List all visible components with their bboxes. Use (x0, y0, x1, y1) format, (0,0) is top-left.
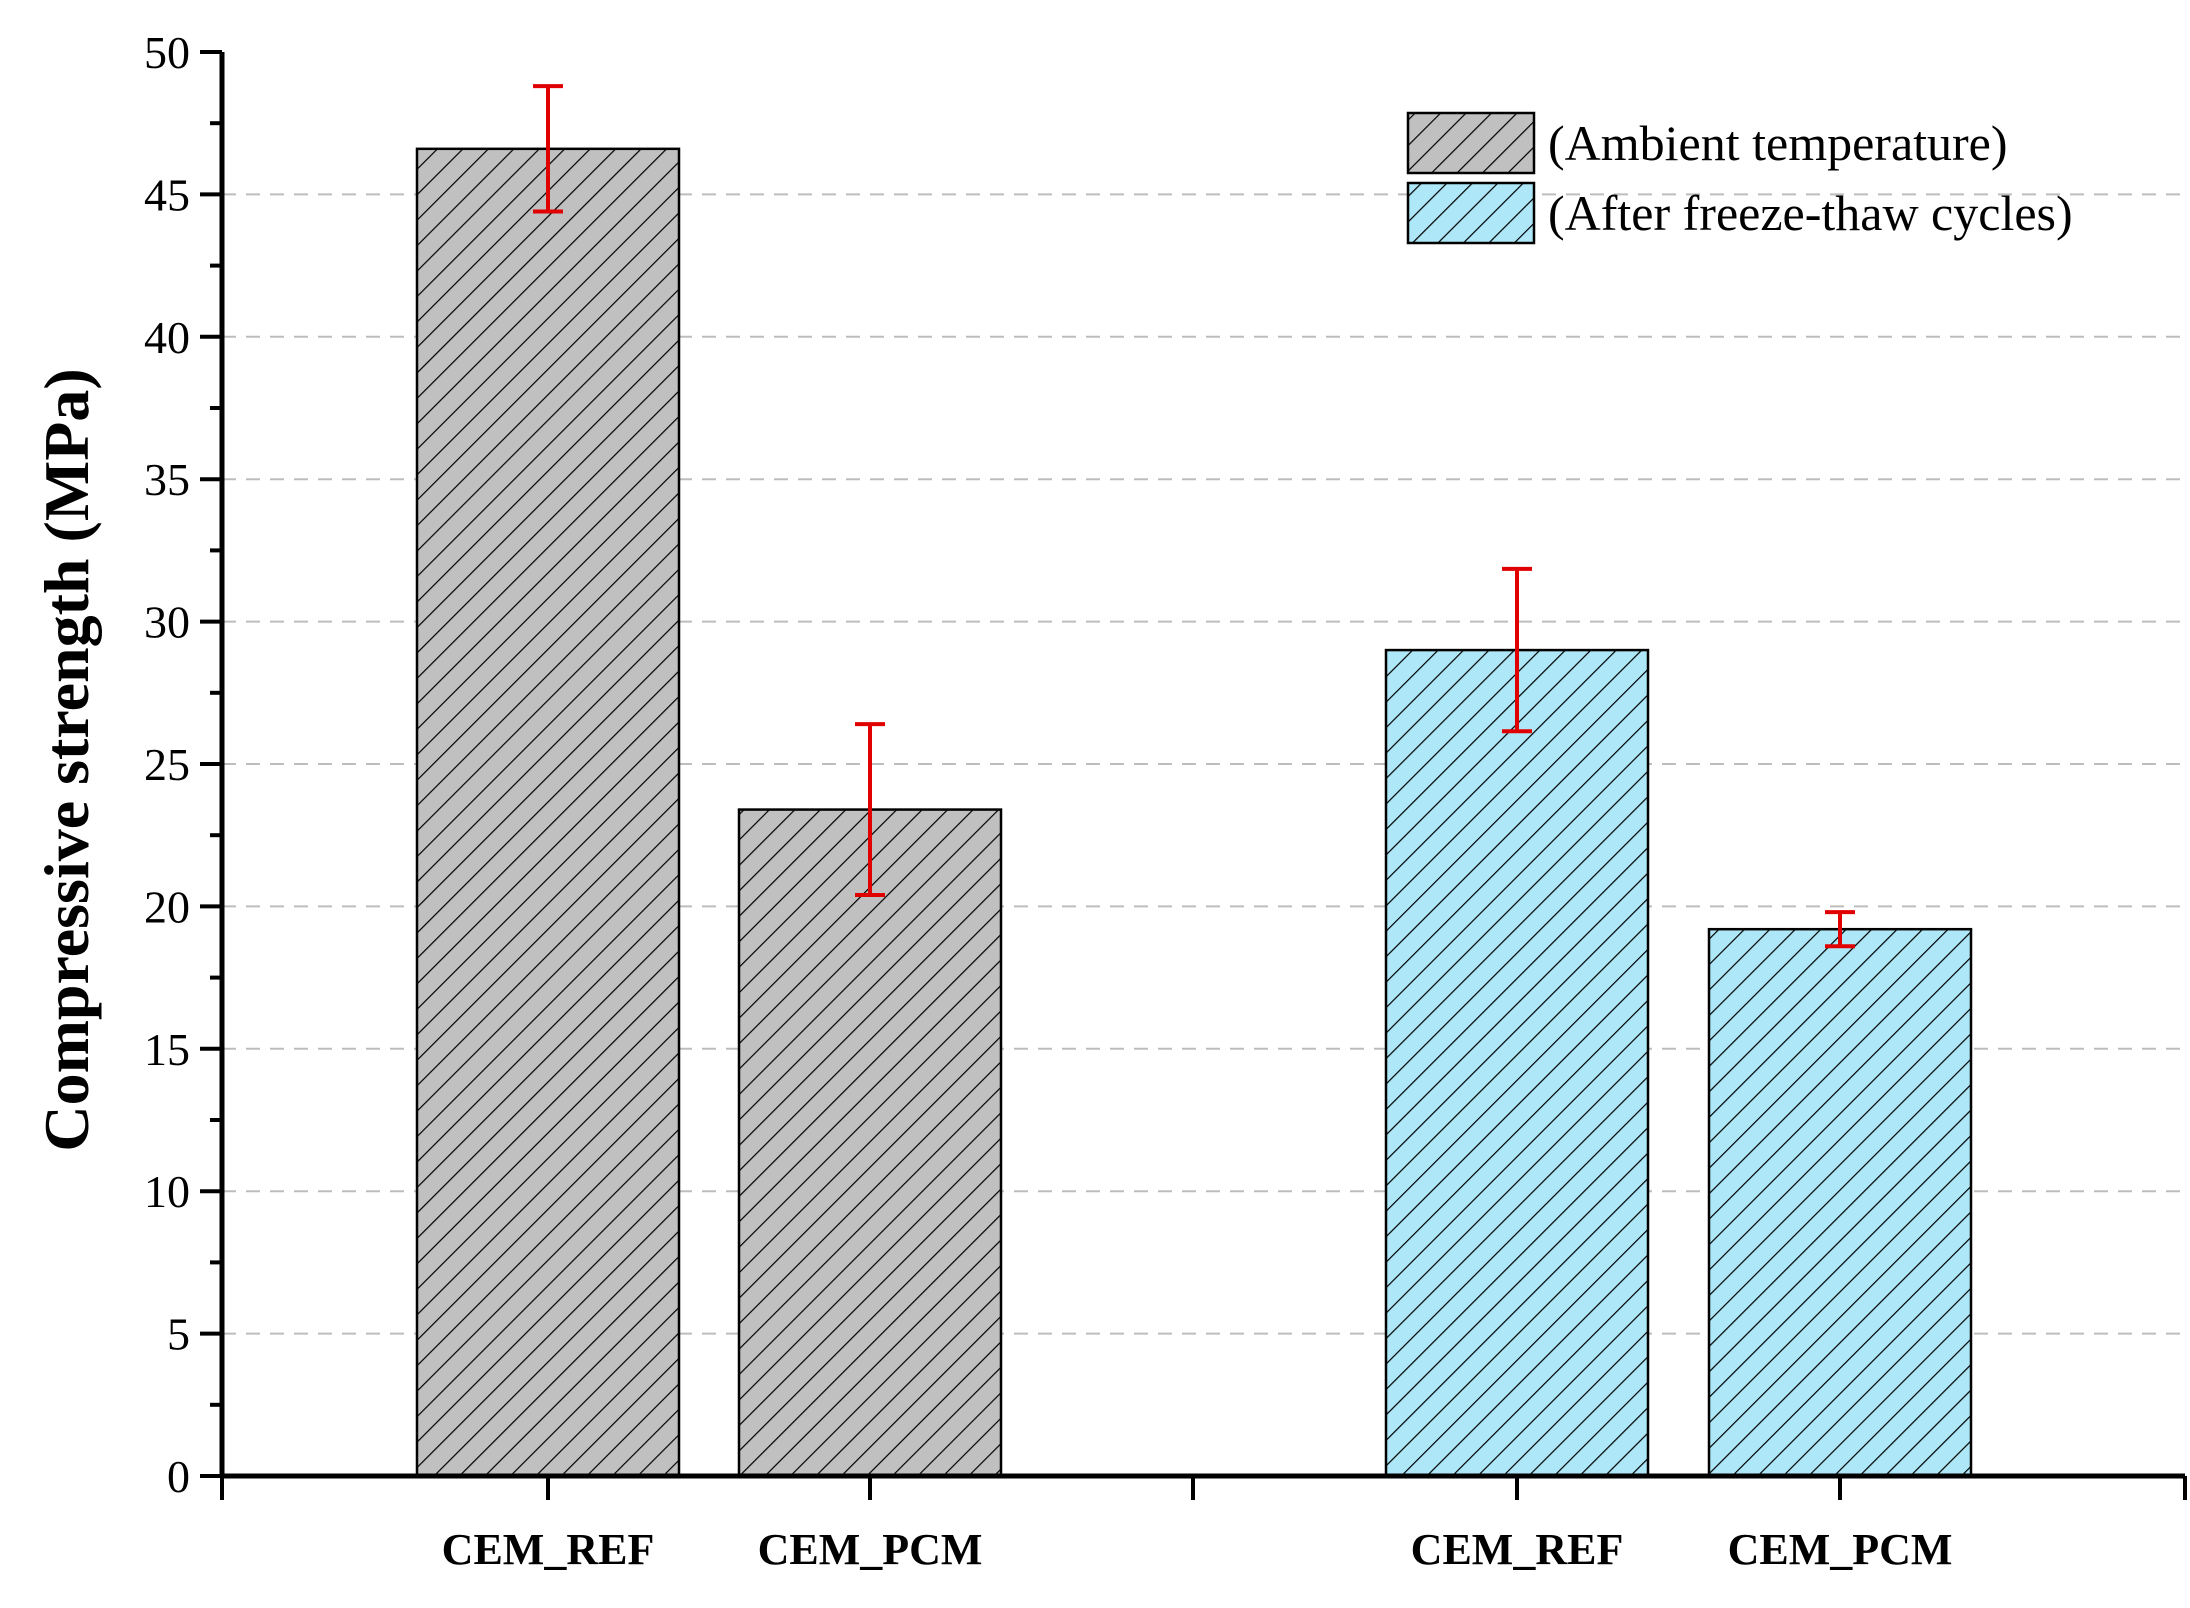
legend-item: (After freeze-thaw cycles) (1406, 181, 2073, 245)
bar-freeze-thaw-cem-pcm (1707, 927, 1973, 1478)
legend-item: (Ambient temperature) (1406, 111, 2008, 175)
bar-freeze-thaw-cem-ref (1384, 648, 1650, 1478)
legend-label: (Ambient temperature) (1548, 115, 2008, 171)
bars (415, 147, 1973, 1478)
x-tick-label: CEM_REF (1411, 1525, 1624, 1574)
axes (200, 50, 2187, 1500)
y-tick-label: 15 (144, 1024, 190, 1075)
y-tick-label: 0 (167, 1451, 190, 1502)
legend-swatch (1406, 181, 1536, 245)
x-tick-label: CEM_PCM (758, 1525, 983, 1574)
y-tick-label: 5 (167, 1309, 190, 1360)
y-tick-label: 45 (144, 169, 190, 220)
legend-label: (After freeze-thaw cycles) (1548, 185, 2073, 241)
y-tick-label: 50 (144, 27, 190, 78)
x-tick-label: CEM_REF (442, 1525, 655, 1574)
x-tick-labels: CEM_REF CEM_PCM CEM_REF CEM_PCM (442, 1525, 1953, 1574)
y-tick-label: 20 (144, 881, 190, 932)
error-bars (533, 84, 1855, 949)
y-tick-label: 35 (144, 454, 190, 505)
y-tick-label: 25 (144, 739, 190, 790)
y-tick-label: 40 (144, 312, 190, 363)
y-axis-label: Compressive strength (MPa) (31, 368, 102, 1151)
y-tick-labels: 0 5 10 15 20 25 30 35 40 45 50 (144, 27, 190, 1502)
bar-ambient-cem-pcm (737, 808, 1003, 1478)
y-tick-label: 30 (144, 597, 190, 648)
error-bar (1825, 910, 1855, 949)
legend: (Ambient temperature) (After freeze-thaw … (1406, 111, 2073, 245)
bar-ambient-cem-ref (415, 147, 681, 1478)
legend-swatch (1406, 111, 1536, 175)
error-bar (1502, 566, 1532, 734)
x-tick-label: CEM_PCM (1728, 1525, 1953, 1574)
error-bar (855, 722, 885, 898)
error-bar (533, 84, 563, 214)
y-tick-label: 10 (144, 1166, 190, 1217)
